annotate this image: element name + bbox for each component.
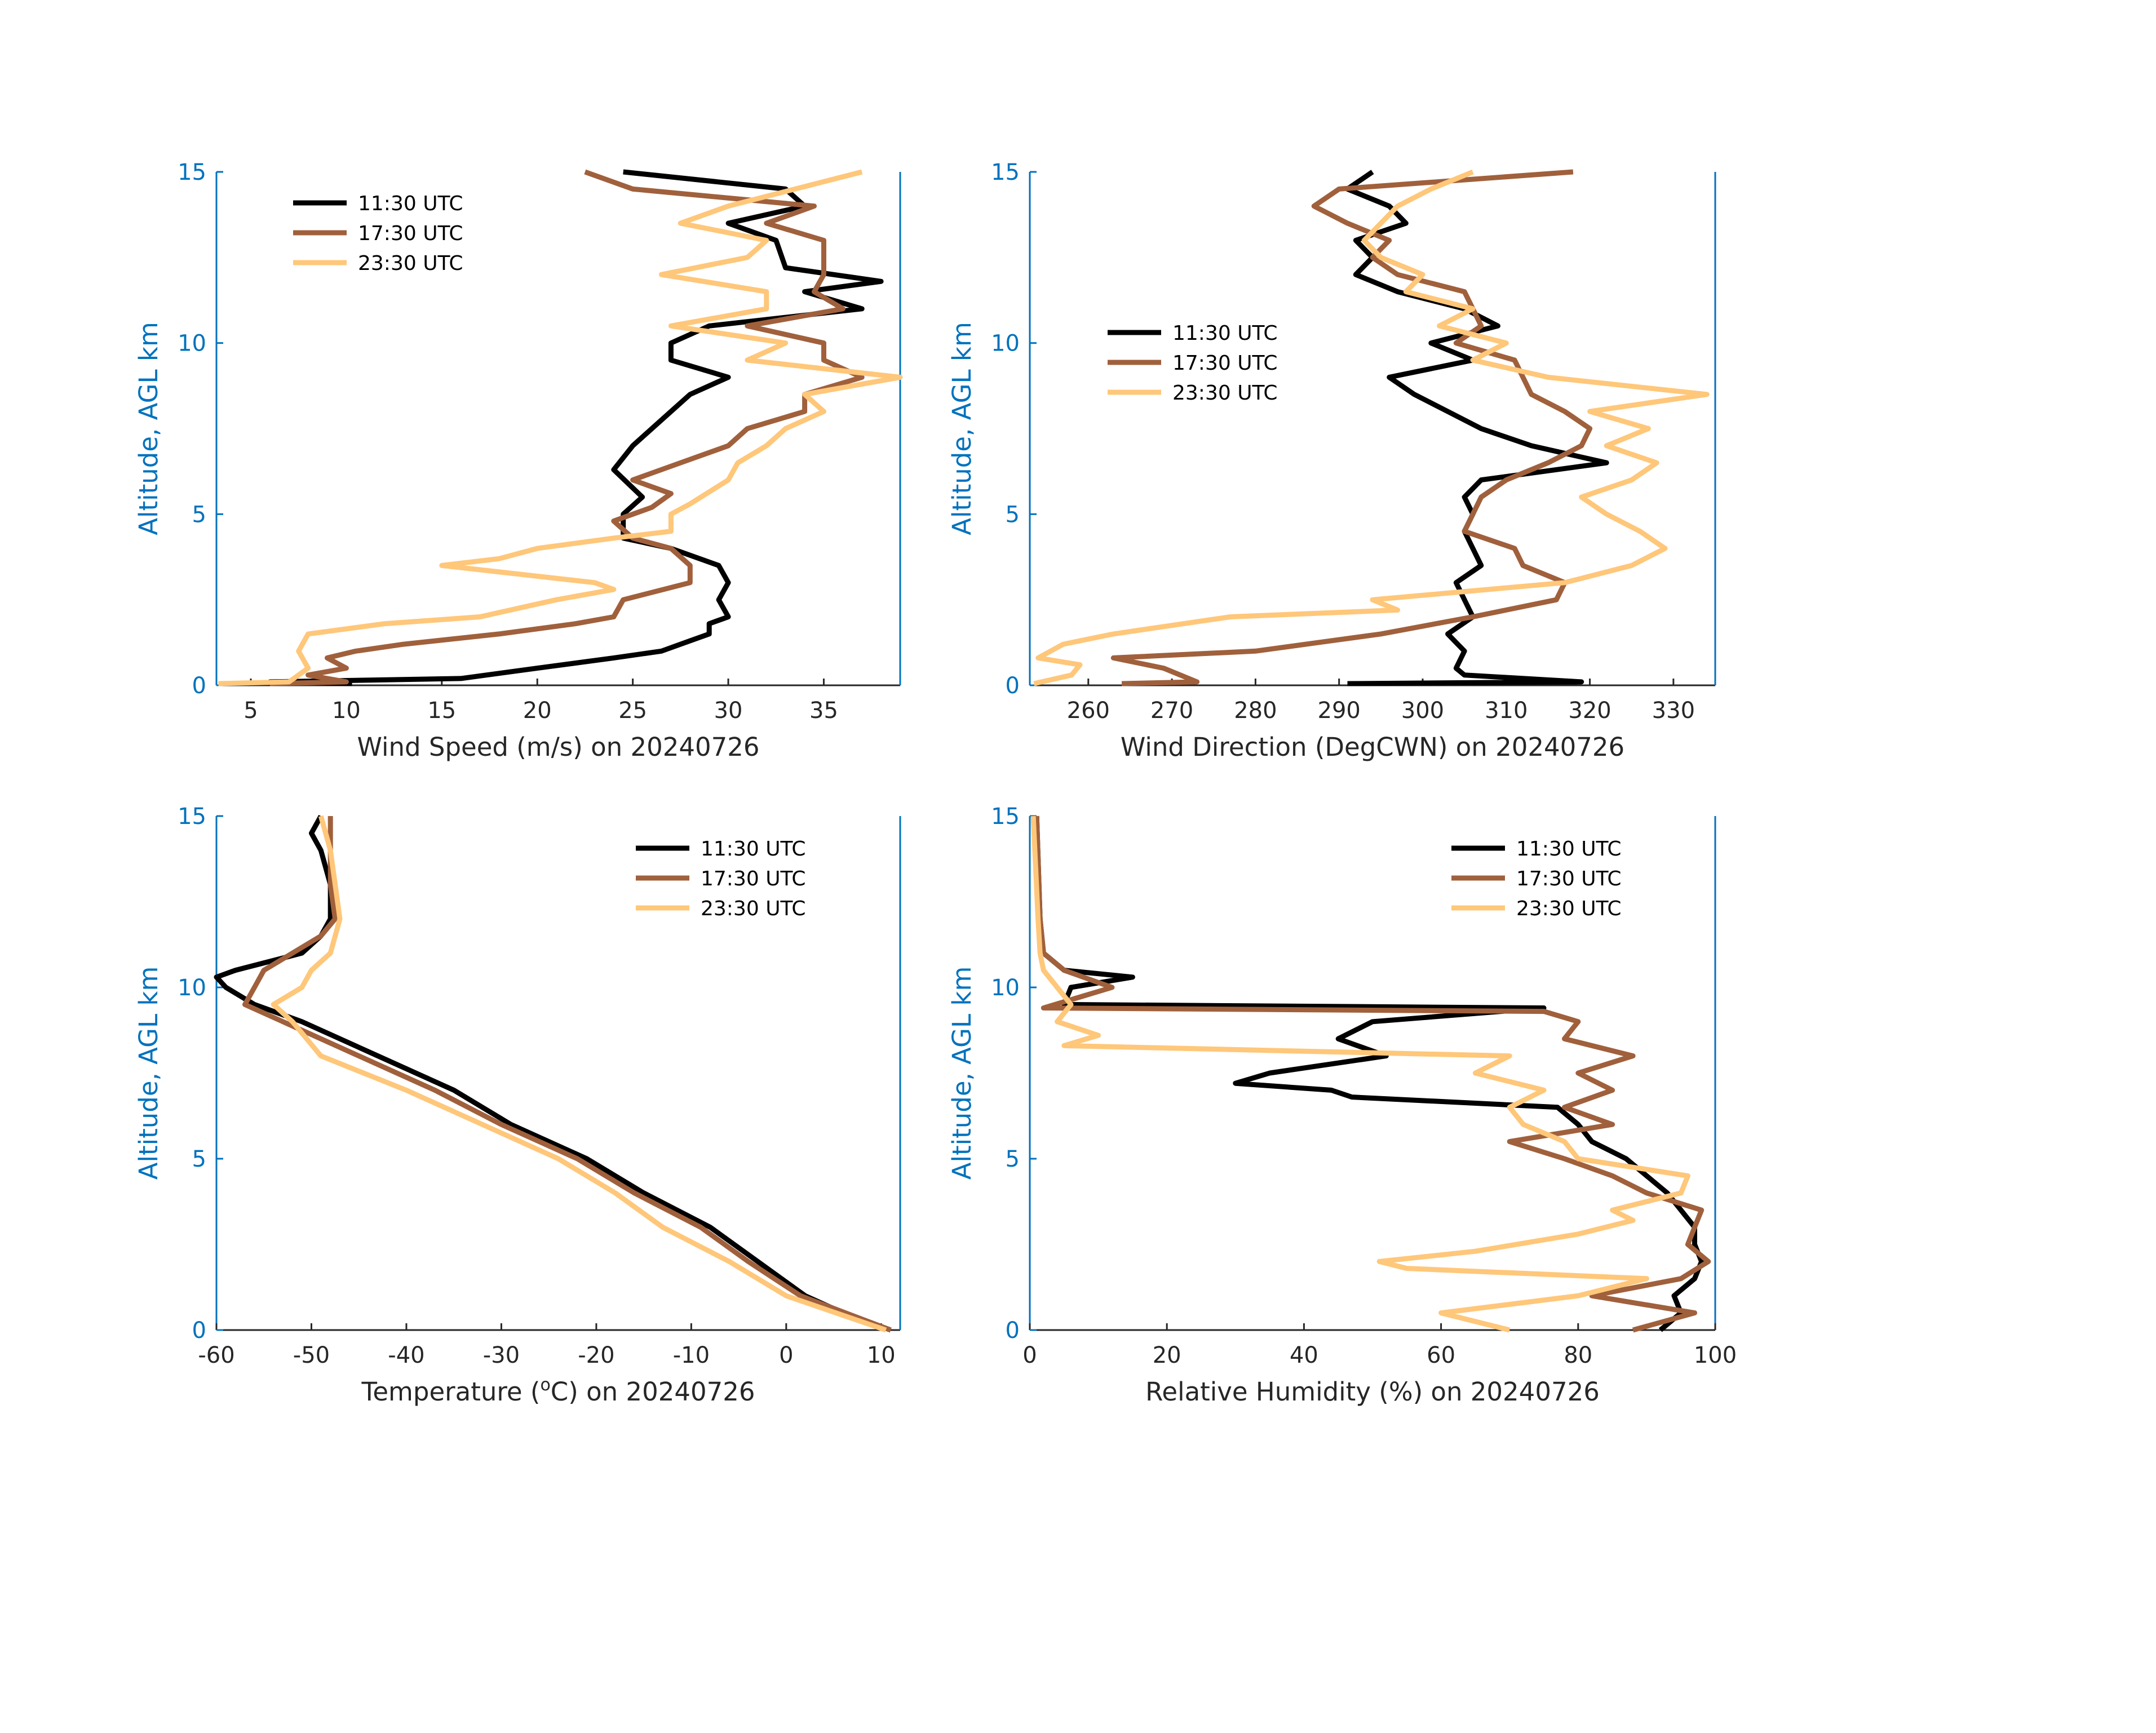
- y-axis-label: Altitude, AGL km: [134, 322, 163, 535]
- x-axis-label: Wind Speed (m/s) on 20240726: [357, 732, 759, 762]
- legend-label: 17:30 UTC: [701, 867, 806, 890]
- x-tick-label: 60: [1427, 1342, 1455, 1368]
- y-axis-label: Altitude, AGL km: [134, 967, 163, 1180]
- x-label-part: C) on 20240726: [551, 1377, 755, 1407]
- legend-label: 17:30 UTC: [1172, 352, 1278, 375]
- x-axis-label: Temperature (oC) on 20240726: [361, 1375, 755, 1407]
- legend-label: 11:30 UTC: [1516, 837, 1622, 861]
- y-tick-label: 0: [192, 673, 206, 699]
- x-label-part: Temperature (: [361, 1377, 541, 1407]
- x-axis-label: Relative Humidity (%) on 20240726: [1145, 1377, 1600, 1407]
- legend-label: 23:30 UTC: [701, 897, 806, 920]
- y-axis-label: Altitude, AGL km: [947, 322, 977, 535]
- x-tick-label: 260: [1067, 698, 1110, 724]
- y-tick-label: 15: [178, 804, 206, 830]
- subplot-2: 260 270 280 290 300 310 320 330 0 5 10 15 Wind Direc…: [947, 159, 1716, 762]
- y-tick-label: 10: [178, 975, 206, 1001]
- x-tick-label: 40: [1290, 1342, 1318, 1368]
- y-tick-label: 10: [178, 331, 206, 357]
- x-tick-label: 80: [1564, 1342, 1592, 1368]
- x-tick-label: -40: [388, 1342, 424, 1368]
- x-tick-label: 280: [1234, 698, 1277, 724]
- x-tick-label: -30: [483, 1342, 520, 1368]
- y-axis-label: Altitude, AGL km: [947, 967, 977, 1180]
- x-tick-label: 20: [523, 698, 552, 724]
- subplot-4: 0 20 40 60 80 100 0 5 10 15 Relative Humidity (%) …: [947, 804, 1737, 1407]
- y-tick-label: 15: [178, 159, 206, 185]
- x-tick-label: 25: [618, 698, 647, 724]
- x-tick-label: 330: [1652, 698, 1695, 724]
- x-tick-label: -20: [578, 1342, 614, 1368]
- series-line-17-30-utc: [1110, 169, 1593, 686]
- legend-label: 17:30 UTC: [358, 222, 463, 245]
- y-tick-label: 15: [991, 804, 1020, 830]
- x-tick-label: -50: [293, 1342, 330, 1368]
- series-line-23-30-utc: [218, 169, 903, 686]
- legend-label: 23:30 UTC: [358, 252, 463, 275]
- legend-label: 11:30 UTC: [701, 837, 806, 861]
- series-line-17-30-utc: [269, 169, 865, 686]
- y-tick-label: 0: [1006, 673, 1020, 699]
- y-tick-label: 10: [991, 331, 1020, 357]
- series-line-23-30-utc: [271, 815, 887, 1333]
- degree-superscript: o: [540, 1375, 550, 1395]
- y-tick-label: 0: [192, 1318, 206, 1344]
- subplot-1: 5 10 15 20 25 30 35 0 5 10 15 Wind Speed (m/s) on 2…: [134, 159, 903, 762]
- x-tick-label: 10: [332, 698, 361, 724]
- x-tick-label: 100: [1694, 1342, 1737, 1368]
- series-line-23-30-utc: [1030, 815, 1690, 1333]
- x-tick-label: 270: [1150, 698, 1193, 724]
- x-tick-label: 320: [1568, 698, 1611, 724]
- series-line-11-30-utc: [1345, 170, 1609, 686]
- x-tick-label: 290: [1318, 698, 1361, 724]
- x-axis-label: Wind Direction (DegCWN) on 20240726: [1121, 732, 1624, 762]
- legend-label: 23:30 UTC: [1172, 382, 1278, 405]
- x-tick-label: -10: [673, 1342, 710, 1368]
- x-tick-label: 35: [809, 698, 838, 724]
- series-line-11-30-utc: [1034, 815, 1705, 1332]
- y-tick-label: 5: [192, 1146, 206, 1172]
- x-tick-label: 30: [714, 698, 743, 724]
- series-line-17-30-utc: [1034, 815, 1711, 1333]
- subplot-3: -60 -50 -40 -30 -20 -10 0 10 0 5 10 15 Temperature (…: [134, 804, 901, 1407]
- legend-label: 17:30 UTC: [1516, 867, 1622, 890]
- y-tick-label: 5: [192, 502, 206, 528]
- series-line-23-30-utc: [1033, 169, 1710, 686]
- y-tick-label: 10: [991, 975, 1020, 1001]
- series-line-11-30-utc: [267, 169, 884, 686]
- x-tick-label: 20: [1153, 1342, 1181, 1368]
- series-line-17-30-utc: [242, 816, 892, 1333]
- series-line-11-30-utc: [214, 814, 892, 1333]
- x-tick-label: -60: [198, 1342, 234, 1368]
- y-tick-label: 0: [1006, 1318, 1020, 1344]
- x-tick-label: 310: [1485, 698, 1528, 724]
- legend-label: 11:30 UTC: [1172, 322, 1278, 345]
- x-tick-label: 0: [1022, 1342, 1037, 1368]
- x-tick-label: 5: [244, 698, 258, 724]
- legend-label: 23:30 UTC: [1516, 897, 1622, 920]
- y-tick-label: 5: [1006, 502, 1020, 528]
- y-tick-label: 5: [1006, 1146, 1020, 1172]
- x-tick-label: 300: [1401, 698, 1444, 724]
- legend-label: 11:30 UTC: [358, 192, 463, 215]
- x-tick-label: 10: [867, 1342, 896, 1368]
- x-tick-label: 15: [427, 698, 456, 724]
- x-tick-label: 0: [779, 1342, 793, 1368]
- y-tick-label: 15: [991, 159, 1020, 185]
